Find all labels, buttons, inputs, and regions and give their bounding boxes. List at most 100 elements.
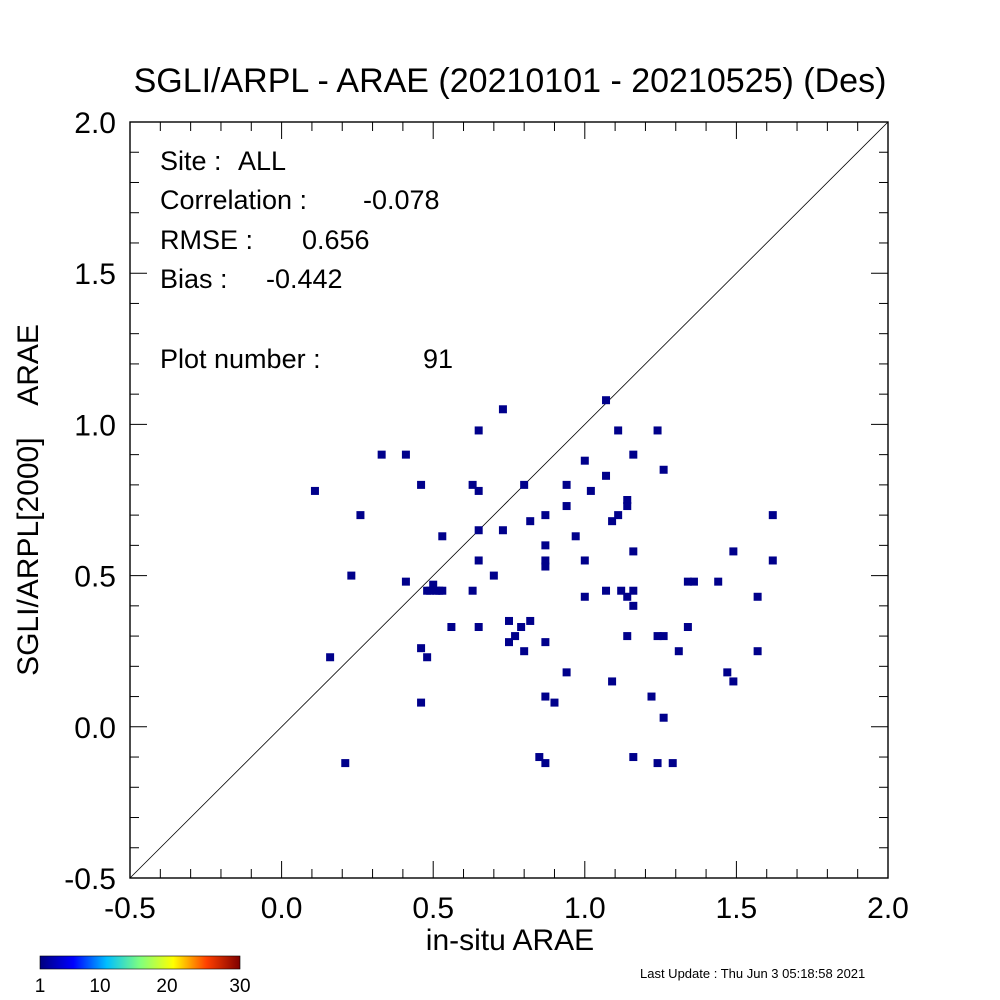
- data-point: [401, 577, 410, 586]
- data-point: [629, 753, 638, 762]
- data-point: [614, 511, 623, 520]
- correlation-value: -0.078: [363, 185, 440, 215]
- bias-value: -0.442: [266, 264, 343, 294]
- data-point: [401, 450, 410, 459]
- data-point: [580, 592, 589, 601]
- chart-title: SGLI/ARPL - ARAE (20210101 - 20210525) (…: [134, 62, 887, 100]
- data-point: [689, 577, 698, 586]
- data-point: [614, 426, 623, 435]
- data-point: [653, 759, 662, 768]
- data-point: [347, 571, 356, 580]
- data-point: [550, 698, 559, 707]
- x-tick-label: -0.5: [104, 892, 156, 925]
- colorbar-tick-label: 30: [229, 976, 250, 997]
- data-point: [647, 692, 656, 701]
- data-point: [541, 541, 550, 550]
- last-update-text: Last Update : Thu Jun 3 05:18:58 2021: [640, 966, 866, 981]
- data-point: [753, 647, 762, 656]
- data-point: [659, 713, 668, 722]
- data-point: [562, 668, 571, 677]
- data-point: [535, 753, 544, 762]
- data-point: [753, 592, 762, 601]
- data-point: [541, 556, 550, 565]
- data-point: [417, 480, 426, 489]
- rmse-value: 0.656: [302, 225, 370, 255]
- data-point: [623, 496, 632, 504]
- colorbar-tick-label: 1: [35, 976, 46, 997]
- data-point: [426, 586, 435, 595]
- data-point: [683, 623, 692, 632]
- colorbar-tick-label: 20: [156, 976, 177, 997]
- data-point: [683, 577, 692, 586]
- y-tick-label: 2.0: [74, 107, 116, 140]
- data-point: [511, 632, 520, 641]
- data-point: [468, 480, 477, 489]
- data-point: [608, 517, 617, 526]
- data-point: [723, 668, 732, 677]
- colorbar-ticks: 1 10 20 30: [35, 976, 251, 997]
- data-point: [629, 547, 638, 556]
- data-point: [562, 502, 571, 511]
- data-point: [474, 623, 483, 632]
- data-point: [447, 623, 456, 632]
- data-point: [489, 571, 498, 580]
- data-point: [668, 759, 677, 768]
- plot-number-label: Plot number :: [160, 344, 321, 374]
- data-point: [526, 616, 535, 625]
- data-point: [602, 471, 611, 480]
- correlation-label: Correlation :: [160, 185, 307, 215]
- data-point: [474, 556, 483, 565]
- site-value: ALL: [238, 146, 286, 176]
- data-point: [580, 456, 589, 465]
- x-tick-label: 0.0: [261, 892, 303, 925]
- data-point: [729, 547, 738, 556]
- data-point: [417, 644, 426, 653]
- colorbar-tick-label: 10: [89, 976, 110, 997]
- stats-box: Site : ALL Correlation : -0.078 RMSE : 0…: [160, 146, 453, 374]
- data-point: [653, 426, 662, 435]
- data-point: [474, 526, 483, 535]
- data-point: [326, 653, 335, 662]
- y-tick-label: 0.5: [74, 561, 116, 594]
- data-point: [768, 511, 777, 520]
- colorbar: [39, 955, 241, 970]
- y-tick-label: -0.5: [64, 863, 116, 896]
- data-point: [526, 517, 535, 526]
- data-point: [505, 616, 513, 625]
- data-point: [562, 480, 571, 489]
- site-label: Site :: [160, 146, 222, 176]
- data-point: [623, 632, 632, 641]
- data-point: [674, 647, 683, 656]
- data-point: [438, 586, 447, 595]
- data-point: [341, 759, 350, 768]
- data-point: [629, 601, 638, 610]
- data-point: [377, 450, 386, 459]
- data-point: [623, 502, 632, 511]
- y-axis-label: SGLI/ARPL[2000] ARAE: [12, 324, 45, 676]
- data-point: [602, 396, 611, 405]
- data-point: [729, 677, 738, 686]
- data-point: [498, 526, 507, 535]
- plot-number-value: 91: [423, 344, 453, 374]
- data-point: [423, 653, 432, 662]
- data-point: [608, 677, 617, 686]
- y-tick-label: 1.5: [74, 258, 116, 291]
- bias-label: Bias :: [160, 264, 228, 294]
- axis-tick-labels: -0.5 0.0 0.5 1.0 1.5 2.0 -0.5 0.0 0.5 1.0 1.5 2.0: [64, 107, 909, 925]
- data-point: [474, 426, 483, 435]
- x-tick-label: 2.0: [867, 892, 909, 925]
- data-point: [310, 486, 319, 495]
- one-to-one-line: [129, 121, 889, 879]
- data-point: [520, 647, 529, 656]
- data-point: [714, 577, 723, 586]
- data-point: [520, 480, 529, 489]
- y-tick-label: 0.0: [74, 712, 116, 745]
- data-point: [429, 580, 438, 589]
- data-point: [541, 638, 550, 647]
- data-point: [356, 511, 365, 520]
- plot-frame: [129, 121, 889, 879]
- data-point: [571, 532, 580, 541]
- data-point: [474, 486, 483, 495]
- data-point: [541, 692, 550, 701]
